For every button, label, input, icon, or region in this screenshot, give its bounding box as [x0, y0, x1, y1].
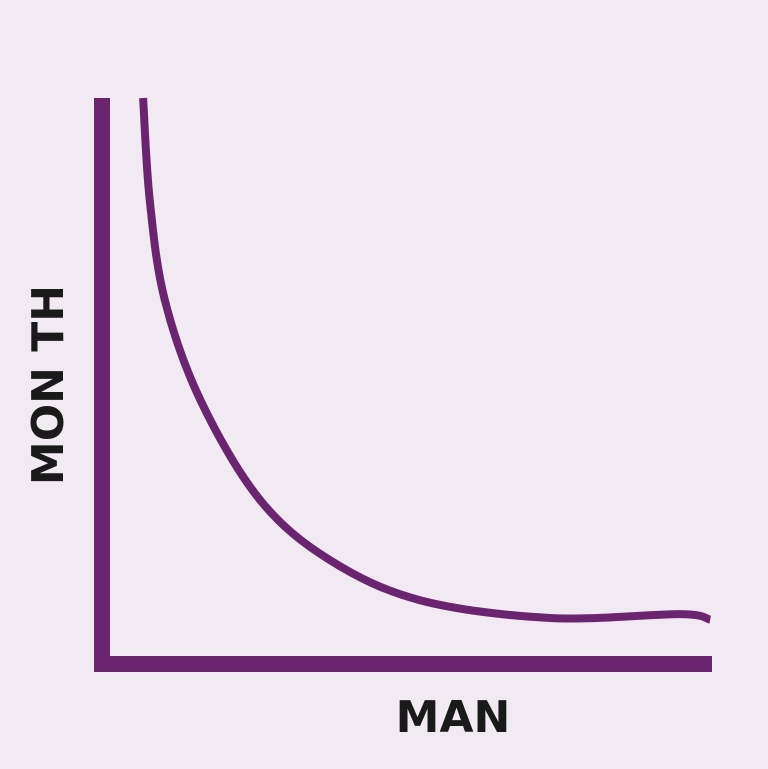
x-axis-label: MAN [396, 692, 511, 743]
series-line [139, 97, 712, 624]
y-axis [94, 98, 110, 672]
y-axis-label: MON TH [23, 285, 74, 485]
x-axis [94, 656, 712, 672]
